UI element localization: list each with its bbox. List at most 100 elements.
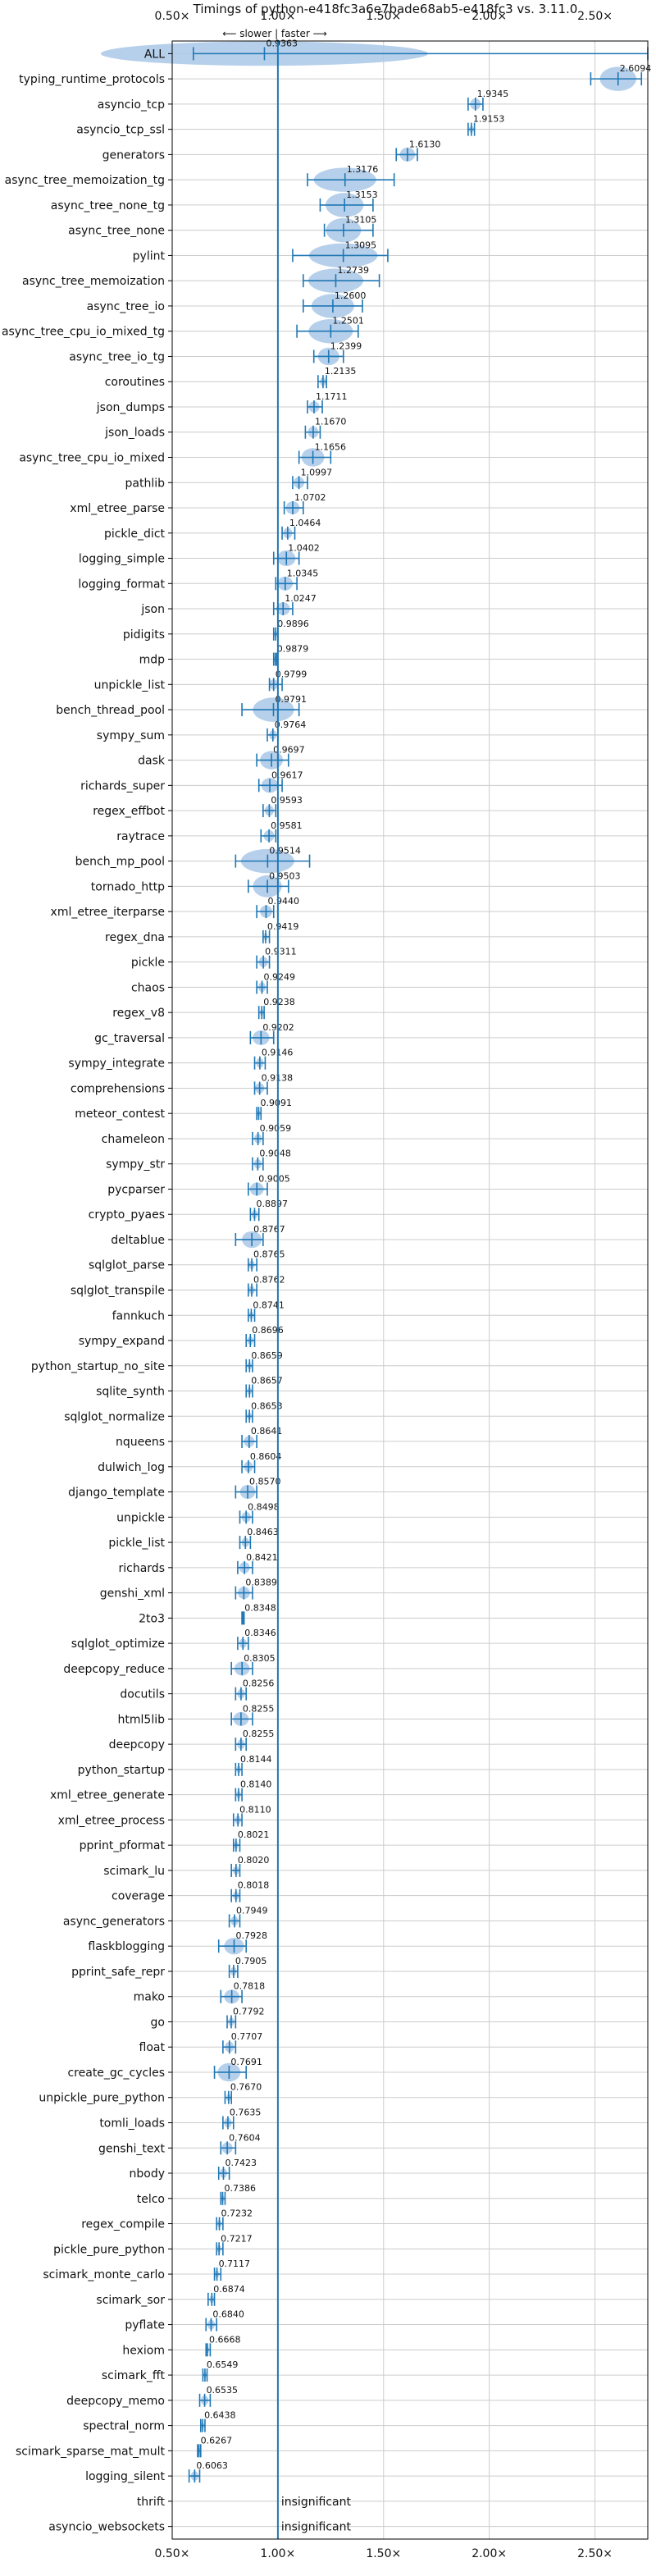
- value-label: 0.9581: [271, 820, 303, 831]
- value-label: 0.6438: [204, 2410, 236, 2421]
- category-label: sympy_str: [106, 1158, 165, 1172]
- category-label: comprehensions: [71, 1082, 165, 1095]
- value-label: 1.1711: [316, 391, 348, 402]
- value-label: 0.9091: [260, 1098, 292, 1108]
- value-label: 0.7905: [235, 1956, 267, 1966]
- category-label: async_generators: [63, 1915, 165, 1928]
- category-label: asyncio_tcp: [98, 98, 165, 112]
- category-label: async_tree_cpu_io_mixed: [19, 452, 165, 465]
- value-label: 0.9896: [277, 619, 309, 629]
- value-label: 0.7635: [230, 2108, 262, 2118]
- value-label: 0.9419: [267, 921, 299, 932]
- value-label: 0.8020: [238, 1855, 270, 1866]
- category-label: async_tree_memoization: [22, 275, 165, 288]
- category-label: deepcopy: [109, 1738, 165, 1752]
- value-label: 0.7707: [231, 2031, 263, 2042]
- value-label: 1.2399: [330, 340, 362, 351]
- value-label: 0.9799: [276, 669, 308, 679]
- category-label: regex_dna: [105, 931, 165, 944]
- category-label: mako: [134, 1991, 165, 2004]
- value-label: 0.8144: [240, 1754, 272, 1765]
- value-label: 0.8767: [253, 1224, 285, 1235]
- category-label: go: [151, 2016, 165, 2029]
- x-tick-label-top: 2.50×: [577, 10, 613, 23]
- value-label: 0.8659: [251, 1350, 283, 1361]
- value-label: 0.7423: [225, 2158, 257, 2168]
- category-label: chameleon: [102, 1133, 165, 1146]
- value-label: 1.9345: [477, 89, 509, 99]
- value-label: 1.0345: [287, 568, 319, 578]
- value-label: 1.3095: [345, 240, 377, 250]
- value-label: 0.9059: [260, 1123, 292, 1134]
- value-label: 1.2501: [332, 316, 364, 327]
- category-label: pprint_pformat: [80, 1839, 166, 1852]
- category-label: flaskblogging: [88, 1940, 165, 1953]
- value-label: 0.9249: [264, 971, 296, 982]
- value-label: 0.7670: [230, 2082, 262, 2093]
- value-label: 0.8498: [248, 1501, 280, 1512]
- category-label: regex_v8: [112, 1007, 165, 1020]
- value-label: 0.8389: [245, 1578, 277, 1588]
- category-label: async_tree_memoization_tg: [5, 174, 165, 187]
- value-label: 0.9697: [273, 745, 305, 756]
- category-label: json: [140, 603, 165, 616]
- category-label: fannkuch: [112, 1309, 165, 1322]
- category-label: asyncio_tcp_ssl: [76, 124, 165, 137]
- x-tick-label-bottom: 2.00×: [472, 2547, 507, 2560]
- category-label: create_gc_cycles: [67, 2067, 165, 2080]
- category-label: nbody: [130, 2167, 166, 2181]
- value-label: 0.7386: [225, 2183, 257, 2194]
- value-label: 0.7691: [230, 2057, 262, 2067]
- category-label: django_template: [68, 1487, 165, 1500]
- category-label: json_loads: [104, 427, 165, 440]
- x-tick-label-bottom: 1.00×: [260, 2547, 295, 2560]
- category-label: mdp: [139, 654, 166, 667]
- value-label: 1.0997: [301, 467, 333, 477]
- value-label: 1.6130: [409, 139, 441, 149]
- category-label: json_dumps: [96, 401, 165, 414]
- insignificant-label: insignificant: [281, 2521, 352, 2534]
- category-label: dulwich_log: [98, 1461, 165, 1474]
- category-label: chaos: [131, 981, 165, 994]
- category-label: logging_silent: [85, 2470, 165, 2483]
- category-label: xml_etree_iterparse: [51, 906, 165, 919]
- chart-title: Timings of python-e418fc3a6e7bade68ab5-e…: [193, 2, 578, 16]
- category-label: pathlib: [125, 477, 166, 490]
- category-label: python_startup: [78, 1764, 165, 1777]
- value-label: 0.8604: [250, 1451, 282, 1462]
- value-label: 0.8346: [244, 1628, 276, 1638]
- category-label: async_tree_none: [68, 225, 165, 238]
- value-label: 1.3105: [345, 215, 377, 226]
- value-label: 0.8348: [244, 1602, 276, 1613]
- category-label: scimark_fft: [102, 2369, 166, 2382]
- category-label: pycparser: [107, 1183, 165, 1196]
- category-label: sqlite_synth: [96, 1386, 165, 1399]
- value-label: 0.9791: [276, 694, 308, 705]
- y-axis-categories: ALL typing_runtime_protocols asyncio_tcpas…: [2, 48, 166, 2533]
- category-label: async_tree_none_tg: [51, 199, 165, 212]
- category-label: crypto_pyaes: [89, 1208, 165, 1222]
- value-label: 0.7232: [221, 2208, 253, 2219]
- category-label: deltablue: [111, 1234, 165, 1247]
- x-tick-label-top: 1.50×: [366, 10, 401, 23]
- category-label: async_tree_cpu_io_mixed_tg: [2, 326, 165, 339]
- chart-marks: 0.9363 2.6094 1.9345 1.9153 1.6130 1.3176 1.31…: [100, 38, 651, 2539]
- value-label: 0.8741: [253, 1299, 285, 1310]
- value-label: 0.9005: [258, 1173, 290, 1184]
- value-label: 0.9440: [267, 896, 299, 907]
- x-tick-label-top: 0.50×: [155, 10, 190, 23]
- category-label: unpickle: [116, 1511, 165, 1524]
- category-label: tornado_http: [91, 880, 165, 893]
- value-label: 0.8653: [251, 1400, 283, 1411]
- value-label: 0.9593: [271, 795, 303, 806]
- category-label: spectral_norm: [83, 2420, 165, 2433]
- value-label: 0.9764: [275, 719, 307, 730]
- value-label: 1.3153: [346, 190, 378, 200]
- value-label: 0.7217: [221, 2233, 253, 2244]
- category-label: meteor_contest: [75, 1108, 165, 1121]
- value-label: 0.8256: [243, 1679, 275, 1689]
- value-label: 0.8463: [247, 1527, 279, 1537]
- value-label: 1.0702: [294, 492, 326, 503]
- category-label: async_tree_io_tg: [69, 350, 165, 363]
